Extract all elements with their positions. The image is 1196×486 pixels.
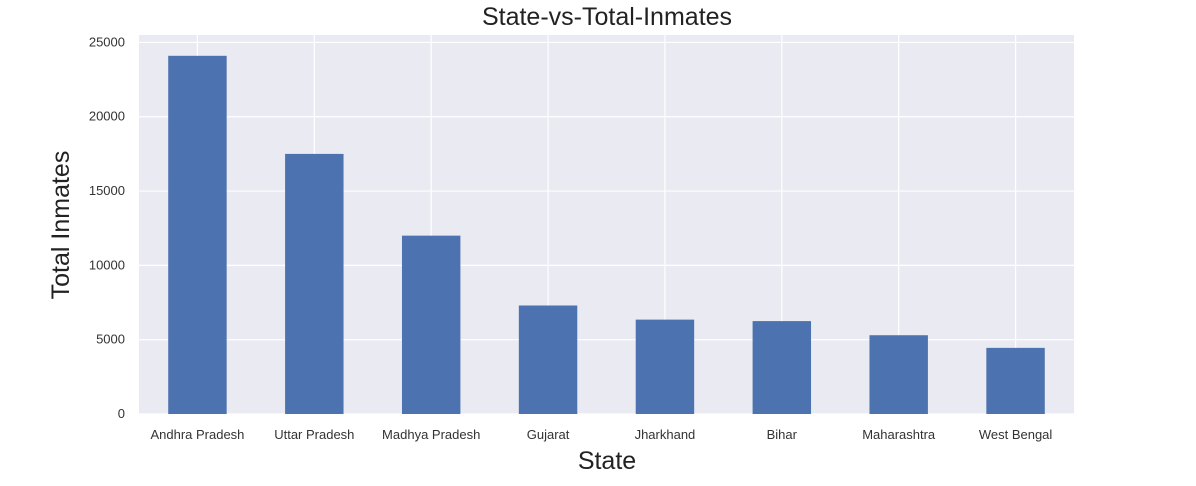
y-tick-label: 0 <box>118 406 125 421</box>
plot-area <box>139 35 1074 414</box>
x-axis-label: State <box>578 447 636 475</box>
bar-madhya-pradesh <box>401 235 461 414</box>
y-tick-label: 5000 <box>96 332 125 347</box>
chart-title: State-vs-Total-Inmates <box>482 3 732 31</box>
bar-uttar-pradesh <box>285 153 344 414</box>
x-tick-label: Andhra Pradesh <box>150 427 244 442</box>
x-tick-label: Maharashtra <box>862 427 936 442</box>
bar-layer <box>168 55 1045 415</box>
y-tick-labels: 0 5000 10000 15000 20000 25000 <box>89 34 125 421</box>
y-tick-label: 25000 <box>89 34 125 49</box>
bar-maharashtra <box>869 335 928 414</box>
bar-west-bengal <box>986 347 1045 414</box>
x-tick-label: Uttar Pradesh <box>274 427 354 442</box>
bar-gujarat <box>518 305 578 414</box>
x-tick-label: Madhya Pradesh <box>382 427 480 442</box>
x-tick-label: Gujarat <box>527 427 570 442</box>
y-axis-label: Total Inmates <box>47 151 75 300</box>
bar-bihar <box>752 321 812 414</box>
x-tick-label: West Bengal <box>979 427 1053 442</box>
bar-jharkhand <box>635 319 695 414</box>
x-tick-labels: Andhra Pradesh Uttar Pradesh Madhya Prades… <box>150 427 1052 442</box>
y-tick-label: 10000 <box>89 257 125 272</box>
x-tick-label: Bihar <box>767 427 798 442</box>
x-tick-label: Jharkhand <box>635 427 696 442</box>
bar-andhra-pradesh <box>168 55 227 415</box>
y-tick-label: 15000 <box>89 183 125 198</box>
y-tick-label: 20000 <box>89 109 125 124</box>
